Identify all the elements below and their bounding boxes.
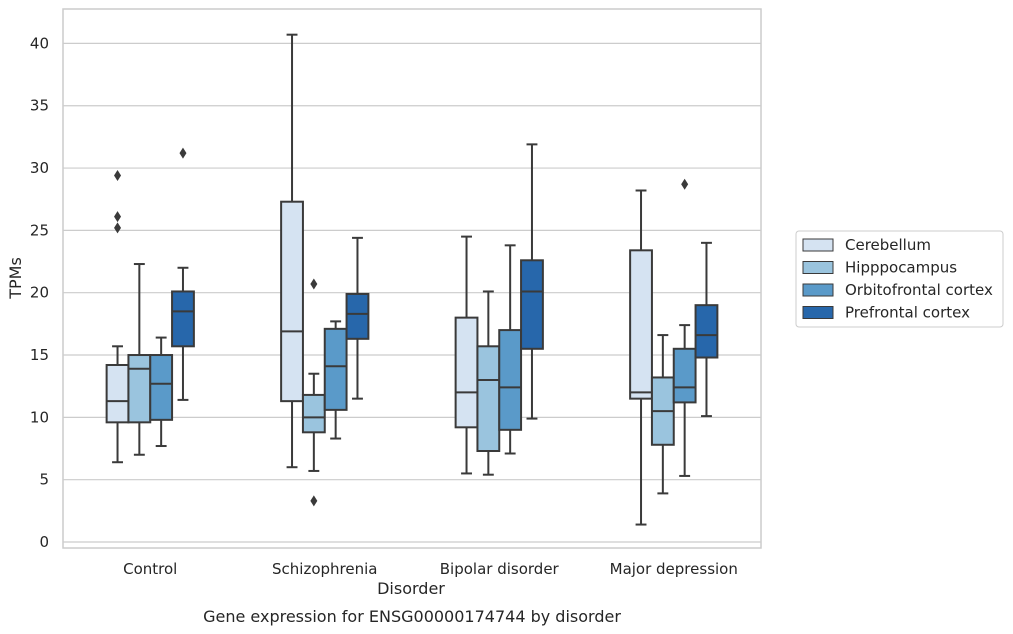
x-tick-label: Bipolar disorder xyxy=(440,560,560,578)
box-body xyxy=(171,290,195,348)
legend-swatch xyxy=(802,238,834,252)
box-body xyxy=(629,249,653,400)
legend-swatch xyxy=(802,283,834,297)
box-body xyxy=(280,200,304,403)
box-body xyxy=(694,304,719,359)
legend-swatch xyxy=(802,261,834,274)
y-axis-title: TPMs xyxy=(6,257,25,300)
legend-swatch xyxy=(802,306,834,319)
box xyxy=(694,241,719,418)
x-tick-label: Schizophrenia xyxy=(272,560,377,578)
y-tick-label: 5 xyxy=(39,471,49,489)
series-0 xyxy=(105,33,653,526)
legend-label: Cerebellum xyxy=(845,236,931,254)
box-body xyxy=(476,345,501,453)
legend-label: Hipppocampus xyxy=(845,259,957,277)
y-tick-label: 40 xyxy=(30,34,49,52)
grid-lines xyxy=(63,42,761,543)
box xyxy=(171,147,195,401)
outlier-point xyxy=(681,178,689,190)
box xyxy=(280,33,304,469)
box-body xyxy=(127,354,152,424)
plot-area-frame xyxy=(62,8,762,549)
y-axis-ticks: 0 5 10 15 20 25 30 35 40 xyxy=(30,34,49,551)
box-body xyxy=(672,347,697,404)
legend-frame xyxy=(795,230,1004,328)
box-body xyxy=(149,354,174,421)
outlier-point xyxy=(114,170,122,182)
box xyxy=(650,334,675,495)
y-tick-label: 20 xyxy=(30,284,49,302)
legend-label: Prefrontal cortex xyxy=(845,304,970,322)
box xyxy=(520,143,544,420)
box xyxy=(498,244,523,455)
box-body xyxy=(345,292,370,340)
outlier-point xyxy=(310,278,318,290)
legend-label: Orbitofrontal cortex xyxy=(845,281,993,299)
y-tick-label: 35 xyxy=(30,97,49,115)
series-2 xyxy=(149,178,697,477)
outlier-point xyxy=(179,147,187,159)
box xyxy=(301,278,326,507)
box xyxy=(672,178,697,477)
box xyxy=(127,263,152,456)
box-body xyxy=(498,329,523,431)
y-tick-label: 10 xyxy=(30,408,49,426)
x-axis-ticks: Control Schizophrenia Bipolar disorder Majo… xyxy=(123,560,738,578)
outlier-point xyxy=(114,222,122,234)
box xyxy=(105,170,130,464)
series-3 xyxy=(171,143,719,420)
box-body xyxy=(520,259,544,350)
box xyxy=(629,189,653,526)
box-body xyxy=(454,316,479,429)
y-tick-label: 15 xyxy=(30,346,49,364)
y-tick-label: 25 xyxy=(30,221,49,239)
box-series xyxy=(105,33,719,526)
outlier-point xyxy=(310,495,318,507)
legend: Cerebellum Hipppocampus Orbitofrontal cort… xyxy=(795,230,1004,328)
chart-caption: Gene expression for ENSG00000174744 by d… xyxy=(203,607,621,626)
box xyxy=(149,336,174,448)
box-body xyxy=(323,327,348,411)
box xyxy=(345,236,370,400)
y-tick-label: 30 xyxy=(30,159,49,177)
x-axis-title: Disorder xyxy=(377,579,445,598)
box-body xyxy=(301,393,326,434)
x-tick-label: Major depression xyxy=(610,560,738,578)
box-body xyxy=(105,363,130,424)
y-tick-label: 0 xyxy=(39,533,49,551)
outlier-point xyxy=(114,211,122,223)
x-tick-label: Control xyxy=(123,560,177,578)
box xyxy=(323,320,348,440)
